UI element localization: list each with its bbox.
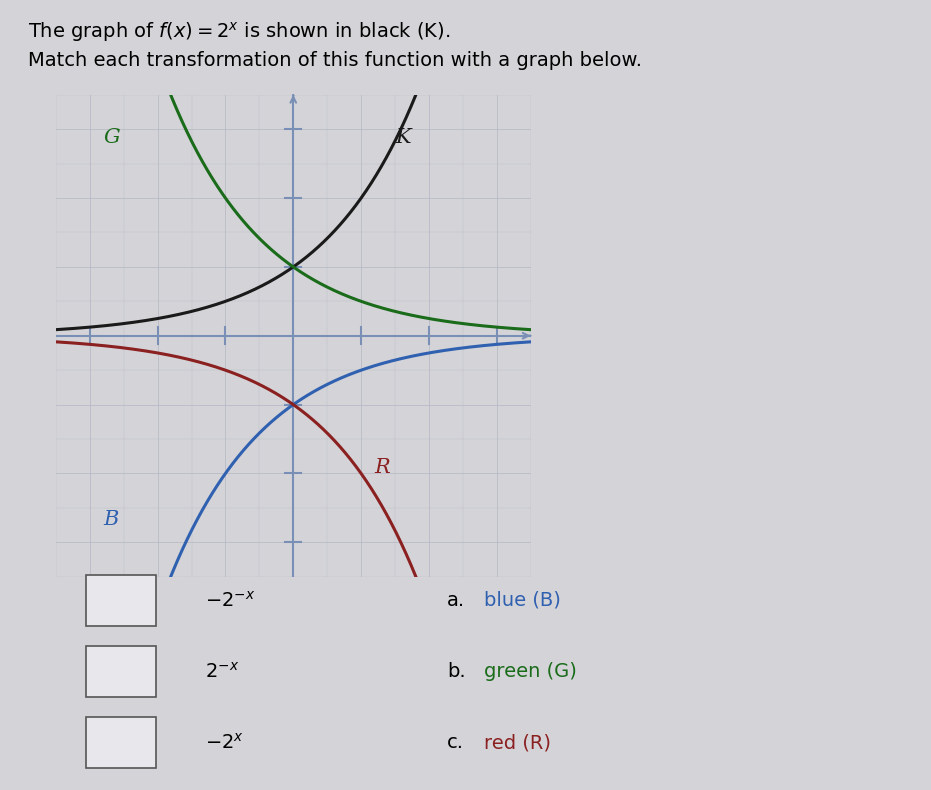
- Text: - ∨: - ∨: [96, 665, 113, 678]
- Text: - ∨: - ∨: [96, 736, 113, 749]
- Text: blue (B): blue (B): [484, 591, 561, 610]
- Text: - ∨: - ∨: [96, 594, 113, 607]
- Text: $2^{-x}$: $2^{-x}$: [205, 661, 239, 682]
- Text: $-2^{x}$: $-2^{x}$: [205, 732, 244, 753]
- Text: R: R: [374, 458, 390, 477]
- Text: red (R): red (R): [484, 733, 551, 752]
- Text: b.: b.: [447, 662, 466, 681]
- Text: Match each transformation of this function with a graph below.: Match each transformation of this functi…: [28, 51, 642, 70]
- Text: c.: c.: [447, 733, 464, 752]
- Text: $-2^{-x}$: $-2^{-x}$: [205, 590, 255, 611]
- Text: G: G: [103, 128, 120, 147]
- Text: B: B: [103, 510, 119, 529]
- Text: K: K: [395, 128, 411, 147]
- Text: a.: a.: [447, 591, 465, 610]
- Text: green (G): green (G): [484, 662, 577, 681]
- Text: The graph of $f(x)=2^x$ is shown in black (K).: The graph of $f(x)=2^x$ is shown in blac…: [28, 20, 451, 43]
